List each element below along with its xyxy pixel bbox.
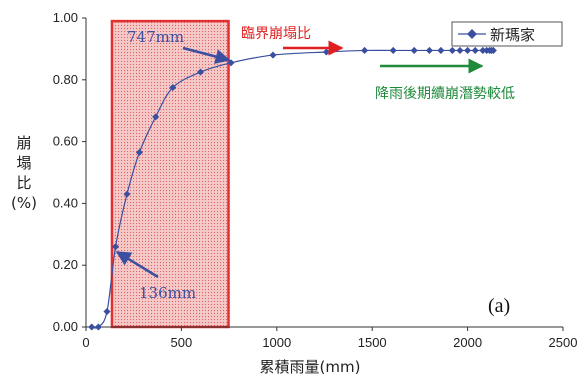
y-axis-title-char-1: 崩 — [16, 134, 31, 152]
legend-entry-label: 新瑪家 — [490, 26, 535, 44]
x-tick-label: 1000 — [262, 335, 291, 350]
y-axis-title-char-4: (%) — [11, 194, 37, 212]
legend: 新瑪家 — [451, 21, 563, 47]
lower-threshold-arrow — [115, 250, 159, 279]
data-point — [322, 48, 330, 56]
y-tick-label: 0.80 — [53, 72, 78, 87]
y-tick-label: 0.20 — [53, 257, 78, 272]
data-point — [456, 46, 464, 54]
data-point — [471, 46, 479, 54]
x-tick-label: 500 — [171, 335, 193, 350]
data-point — [437, 46, 445, 54]
data-point — [479, 46, 487, 54]
x-tick-label: 2000 — [453, 335, 482, 350]
x-axis-title: 累積雨量(mm) — [260, 358, 361, 376]
data-point — [448, 46, 456, 54]
data-point — [389, 46, 397, 54]
data-point — [361, 46, 369, 54]
data-point — [464, 46, 472, 54]
data-point — [94, 323, 102, 331]
series-points — [88, 46, 497, 331]
y-axis-title-char-2: 塌 — [16, 154, 31, 172]
data-point — [169, 83, 177, 92]
highlight-region — [110, 19, 230, 329]
y-axis-title-char-3: 比 — [16, 174, 31, 192]
upper-threshold-arrow — [182, 46, 231, 64]
upper-threshold-label: 747mm — [127, 28, 184, 46]
y-tick-label: 1.00 — [53, 10, 78, 25]
data-point — [269, 51, 277, 59]
panel-tag: (a) — [488, 295, 510, 317]
data-point — [410, 46, 418, 54]
y-tick-label: 0.00 — [53, 319, 78, 334]
data-point — [152, 113, 160, 121]
y-tick-label: 0.60 — [53, 134, 78, 149]
data-point — [489, 46, 497, 54]
x-tick-label: 2500 — [549, 335, 577, 350]
critical-ratio-label: 臨界崩塌比 — [241, 26, 311, 42]
data-point — [135, 148, 143, 156]
y-axis-title: 崩 塌 比 (%) — [11, 134, 37, 212]
data-point — [425, 46, 433, 54]
x-axis-ticks: 0 500 1000 1500 2000 2500 — [82, 327, 577, 350]
x-tick-label: 0 — [82, 335, 89, 350]
data-point — [196, 68, 205, 76]
y-tick-label: 0.40 — [53, 195, 78, 210]
lower-potential-label: 降雨後期續崩潛勢較低 — [375, 86, 515, 102]
y-axis-ticks: 0.00 0.20 0.40 0.60 0.80 1.00 — [53, 10, 86, 334]
data-point — [103, 308, 111, 316]
x-tick-label: 1500 — [358, 335, 387, 350]
data-point — [123, 190, 131, 198]
lower-threshold-label: 136mm — [139, 284, 196, 302]
data-point — [88, 323, 96, 331]
data-point — [112, 243, 120, 251]
